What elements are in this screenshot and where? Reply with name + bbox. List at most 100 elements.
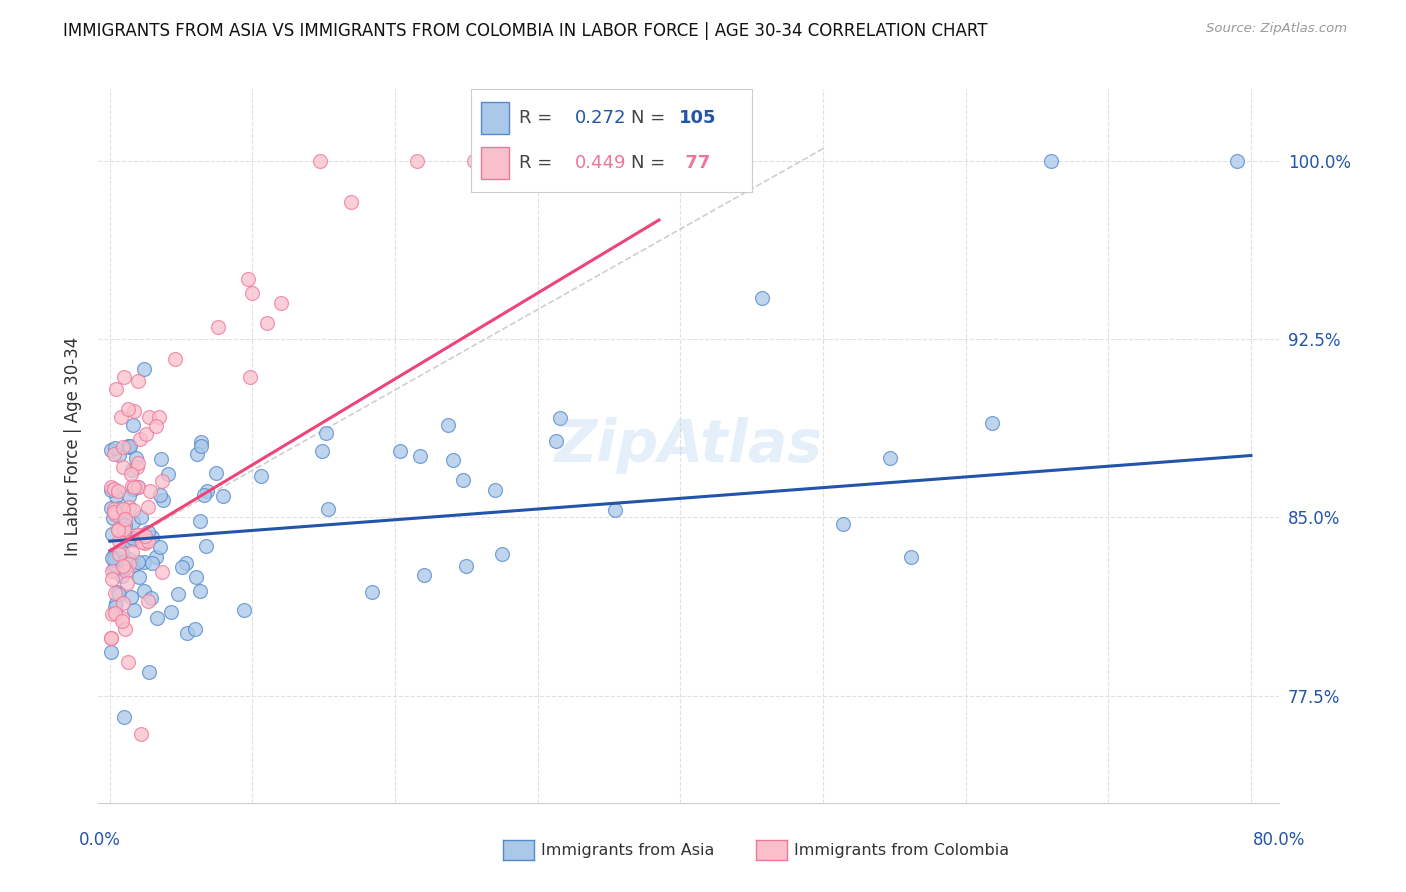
Point <box>121 503 143 517</box>
Point <box>127 375 149 389</box>
Point <box>148 410 170 425</box>
Point <box>103 548 125 562</box>
Point <box>101 551 124 566</box>
Point <box>104 558 127 573</box>
Point <box>118 500 141 515</box>
Point <box>112 596 135 610</box>
Point <box>136 525 159 540</box>
Point <box>405 153 427 168</box>
Point <box>122 515 145 529</box>
Point <box>107 521 129 535</box>
Point <box>120 439 142 453</box>
Point <box>114 554 136 568</box>
Point <box>207 319 229 334</box>
Point <box>108 533 131 548</box>
Point <box>103 553 125 567</box>
Point <box>361 584 384 599</box>
Point <box>104 441 127 455</box>
Point <box>136 500 159 515</box>
Point <box>188 584 211 599</box>
Point <box>900 550 922 565</box>
Point <box>122 533 145 548</box>
Point <box>117 439 139 453</box>
Point <box>124 481 146 495</box>
Point <box>103 562 125 576</box>
Point <box>100 631 122 645</box>
Point <box>188 514 211 528</box>
Point <box>104 550 127 565</box>
Point <box>408 449 430 463</box>
Point <box>389 444 412 458</box>
Point <box>112 709 135 723</box>
Point <box>108 547 131 561</box>
Point <box>149 540 172 554</box>
Point <box>103 482 125 496</box>
Point <box>150 452 173 467</box>
Point <box>114 561 136 575</box>
Text: IMMIGRANTS FROM ASIA VS IMMIGRANTS FROM COLOMBIA IN LABOR FORCE | AGE 30-34 CORR: IMMIGRANTS FROM ASIA VS IMMIGRANTS FROM … <box>63 22 988 40</box>
Point <box>136 534 159 549</box>
Point <box>117 533 139 547</box>
Point <box>103 505 125 519</box>
Point <box>131 535 153 549</box>
Point <box>211 488 233 502</box>
Point <box>111 501 134 516</box>
Point <box>239 369 262 384</box>
Text: N =: N = <box>631 109 665 127</box>
Point <box>134 529 156 543</box>
Point <box>190 439 212 453</box>
Point <box>145 418 167 433</box>
Point <box>135 427 157 442</box>
FancyBboxPatch shape <box>481 102 509 135</box>
Point <box>163 352 186 367</box>
Point <box>121 590 143 604</box>
Point <box>170 560 193 574</box>
Point <box>240 286 263 301</box>
Point <box>441 453 464 467</box>
Text: Immigrants from Asia: Immigrants from Asia <box>541 843 714 857</box>
Text: 0.0%: 0.0% <box>79 831 121 849</box>
Point <box>585 153 607 168</box>
Point <box>122 418 145 433</box>
Point <box>100 500 122 515</box>
Point <box>114 623 136 637</box>
Point <box>120 467 142 482</box>
Text: Immigrants from Colombia: Immigrants from Colombia <box>794 843 1010 857</box>
Point <box>183 622 205 636</box>
Point <box>484 483 506 497</box>
Point <box>145 550 167 565</box>
Point <box>132 583 155 598</box>
Point <box>150 475 173 489</box>
Point <box>232 602 254 616</box>
Point <box>118 440 141 454</box>
Point <box>193 488 215 502</box>
Point <box>104 585 127 599</box>
Point <box>101 607 124 621</box>
FancyBboxPatch shape <box>481 146 509 179</box>
Point <box>104 507 127 521</box>
Point <box>104 606 127 620</box>
Point <box>136 594 159 608</box>
Point <box>413 568 436 582</box>
Point <box>152 493 174 508</box>
Point <box>121 544 143 558</box>
Point <box>250 468 273 483</box>
Point <box>112 370 135 384</box>
Point <box>174 556 197 570</box>
Point <box>141 556 163 570</box>
Point <box>127 528 149 542</box>
Point <box>114 512 136 526</box>
Point <box>315 425 337 440</box>
Point <box>122 404 145 418</box>
Point <box>104 599 127 614</box>
Point <box>111 459 134 474</box>
Point <box>236 272 259 286</box>
Point <box>1040 153 1063 168</box>
Text: 80.0%: 80.0% <box>1253 831 1306 849</box>
Point <box>107 523 129 537</box>
Point <box>122 483 145 497</box>
Point <box>980 416 1002 430</box>
Point <box>463 153 485 168</box>
Point <box>107 510 129 524</box>
Text: N =: N = <box>631 154 665 172</box>
